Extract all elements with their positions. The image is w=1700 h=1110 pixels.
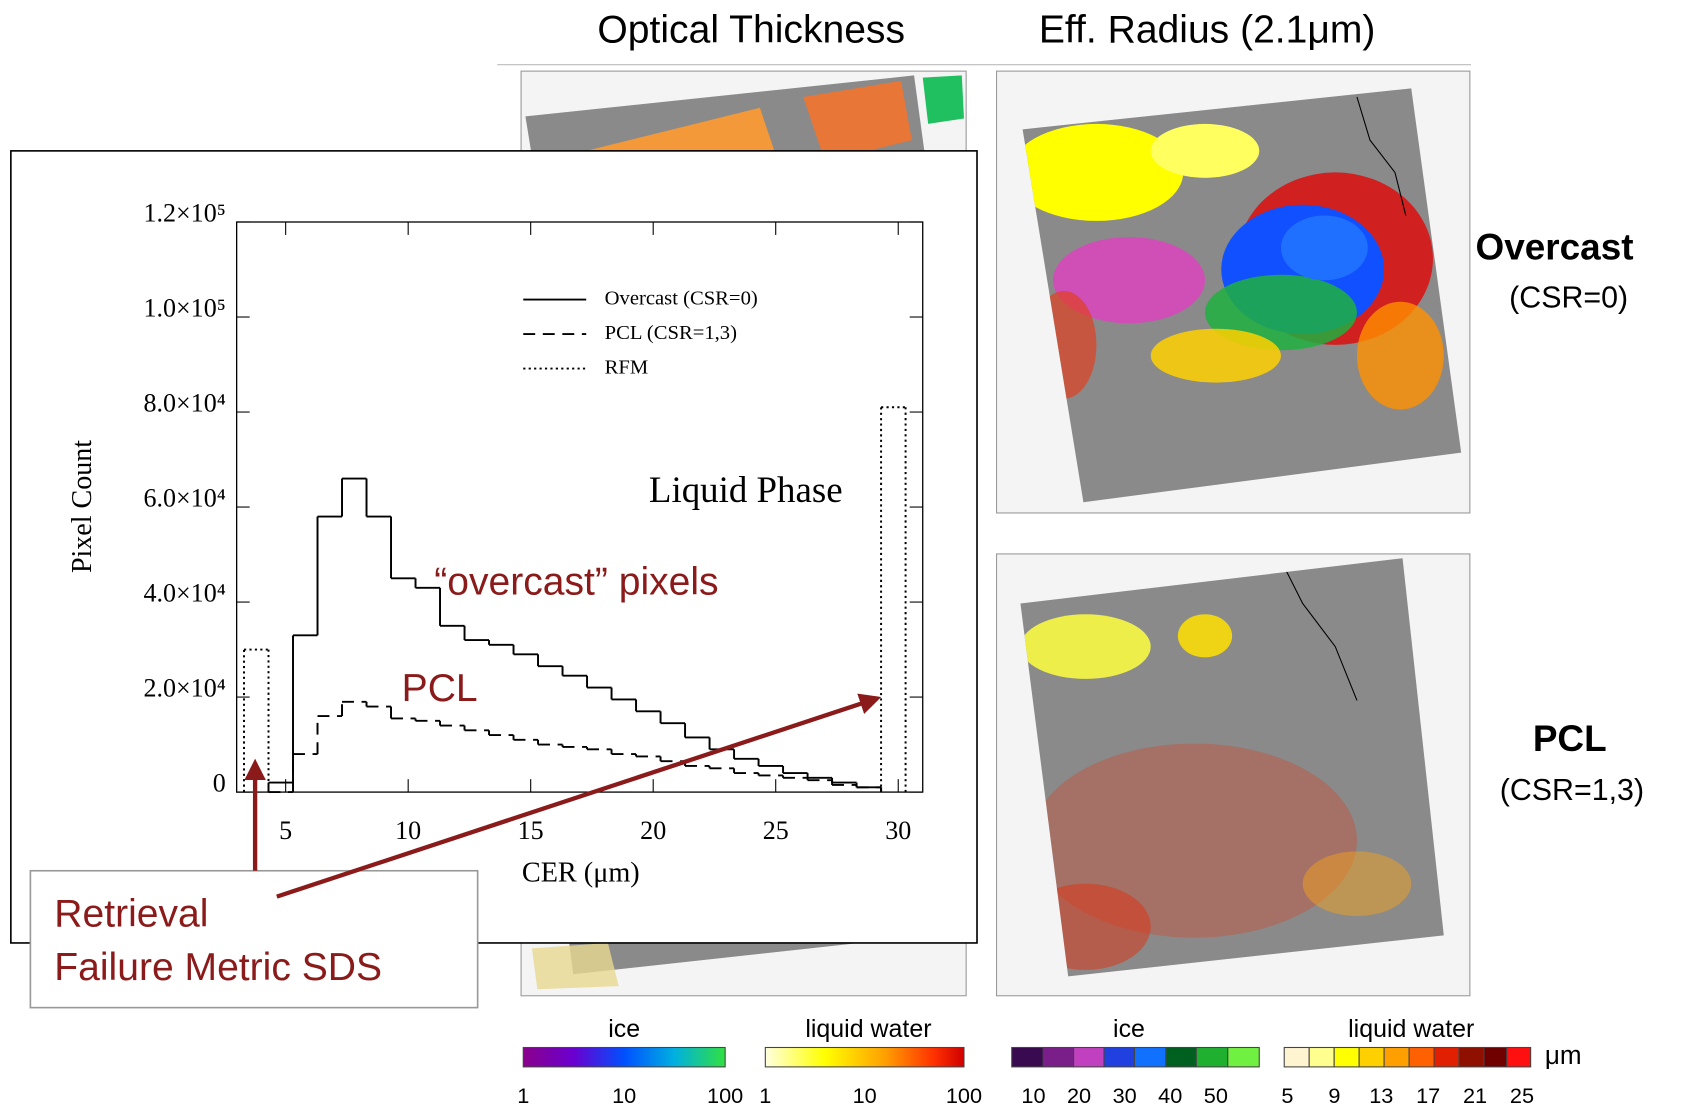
y-tick-label: 2.0×10⁴ <box>143 674 225 703</box>
y-tick-label: 4.0×10⁴ <box>143 579 225 608</box>
colorbar-tick-label: 13 <box>1369 1083 1393 1108</box>
x-axis-label: CER (μm) <box>522 858 640 889</box>
panel-title: Eff. Radius (2.1μm) <box>1039 9 1376 52</box>
colorbar-tick-label: 10 <box>612 1083 636 1108</box>
y-tick-label: 6.0×10⁴ <box>143 484 225 513</box>
colorbar-tick-label: 21 <box>1463 1083 1487 1108</box>
colorbar-tick-label: 1 <box>517 1083 529 1108</box>
legend-label: Overcast (CSR=0) <box>605 287 758 309</box>
map <box>997 71 1470 513</box>
x-tick-label: 25 <box>763 816 789 845</box>
panel-title: Optical Thickness <box>597 9 905 52</box>
colorbar-tick-label: 40 <box>1158 1083 1182 1108</box>
colorbar-tick-label: 30 <box>1113 1083 1137 1108</box>
row-label: Overcast <box>1476 227 1634 268</box>
y-tick-label: 8.0×10⁴ <box>143 389 225 418</box>
callout: “overcast” pixels <box>434 560 718 603</box>
x-tick-label: 20 <box>640 816 666 845</box>
colorbar-tick-label: 100 <box>946 1083 982 1108</box>
y-tick-label: 1.2×10⁵ <box>143 199 225 228</box>
callout: Failure Metric SDS <box>54 946 382 989</box>
map <box>997 554 1470 996</box>
colorbar-tick-label: 20 <box>1067 1083 1091 1108</box>
x-tick-label: 5 <box>279 816 292 845</box>
callout: Retrieval <box>54 892 208 935</box>
colorbar-tick-label: 5 <box>1281 1083 1293 1108</box>
colorbar: μm <box>523 1042 1581 1070</box>
legend-label: RFM <box>605 356 649 378</box>
colorbar-label: ice <box>1113 1015 1145 1043</box>
x-tick-label: 15 <box>518 816 544 845</box>
colorbar-label: ice <box>608 1015 640 1043</box>
callout: PCL <box>402 667 478 710</box>
y-axis-label: Pixel Count <box>67 440 98 573</box>
x-tick-label: 10 <box>395 816 421 845</box>
colorbar-tick-label: 17 <box>1416 1083 1440 1108</box>
y-tick-label: 0 <box>213 769 226 798</box>
colorbar-tick-label: 9 <box>1328 1083 1340 1108</box>
row-sublabel: (CSR=1,3) <box>1500 774 1644 807</box>
colorbar-units: μm <box>1545 1042 1582 1070</box>
x-tick-label: 30 <box>885 816 911 845</box>
y-tick-label: 1.0×10⁵ <box>143 294 225 323</box>
colorbar-tick-label: 25 <box>1510 1083 1534 1108</box>
page: Optical Thickness Eff. Radius (2.1μm) <box>0 0 1700 1110</box>
annotation: Liquid Phase <box>649 469 843 510</box>
legend-label: PCL (CSR=1,3) <box>605 322 737 344</box>
colorbar-tick-label: 100 <box>707 1083 743 1108</box>
colorbar-tick-label: 50 <box>1204 1083 1228 1108</box>
row-label: PCL <box>1533 718 1607 759</box>
colorbar-tick-label: 10 <box>853 1083 877 1108</box>
colorbar-label: liquid water <box>1348 1015 1474 1043</box>
colorbar-tick-label: 1 <box>759 1083 771 1108</box>
colorbar-label: liquid water <box>805 1015 931 1043</box>
colorbar-tick-label: 10 <box>1021 1083 1045 1108</box>
row-sublabel: (CSR=0) <box>1509 282 1628 315</box>
figure: Optical Thickness Eff. Radius (2.1μm) <box>0 0 1700 1110</box>
